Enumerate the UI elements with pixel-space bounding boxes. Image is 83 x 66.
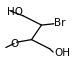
Text: O: O xyxy=(10,39,18,49)
Text: HO: HO xyxy=(7,7,23,17)
Text: OH: OH xyxy=(54,48,70,58)
Text: Br: Br xyxy=(54,18,65,28)
